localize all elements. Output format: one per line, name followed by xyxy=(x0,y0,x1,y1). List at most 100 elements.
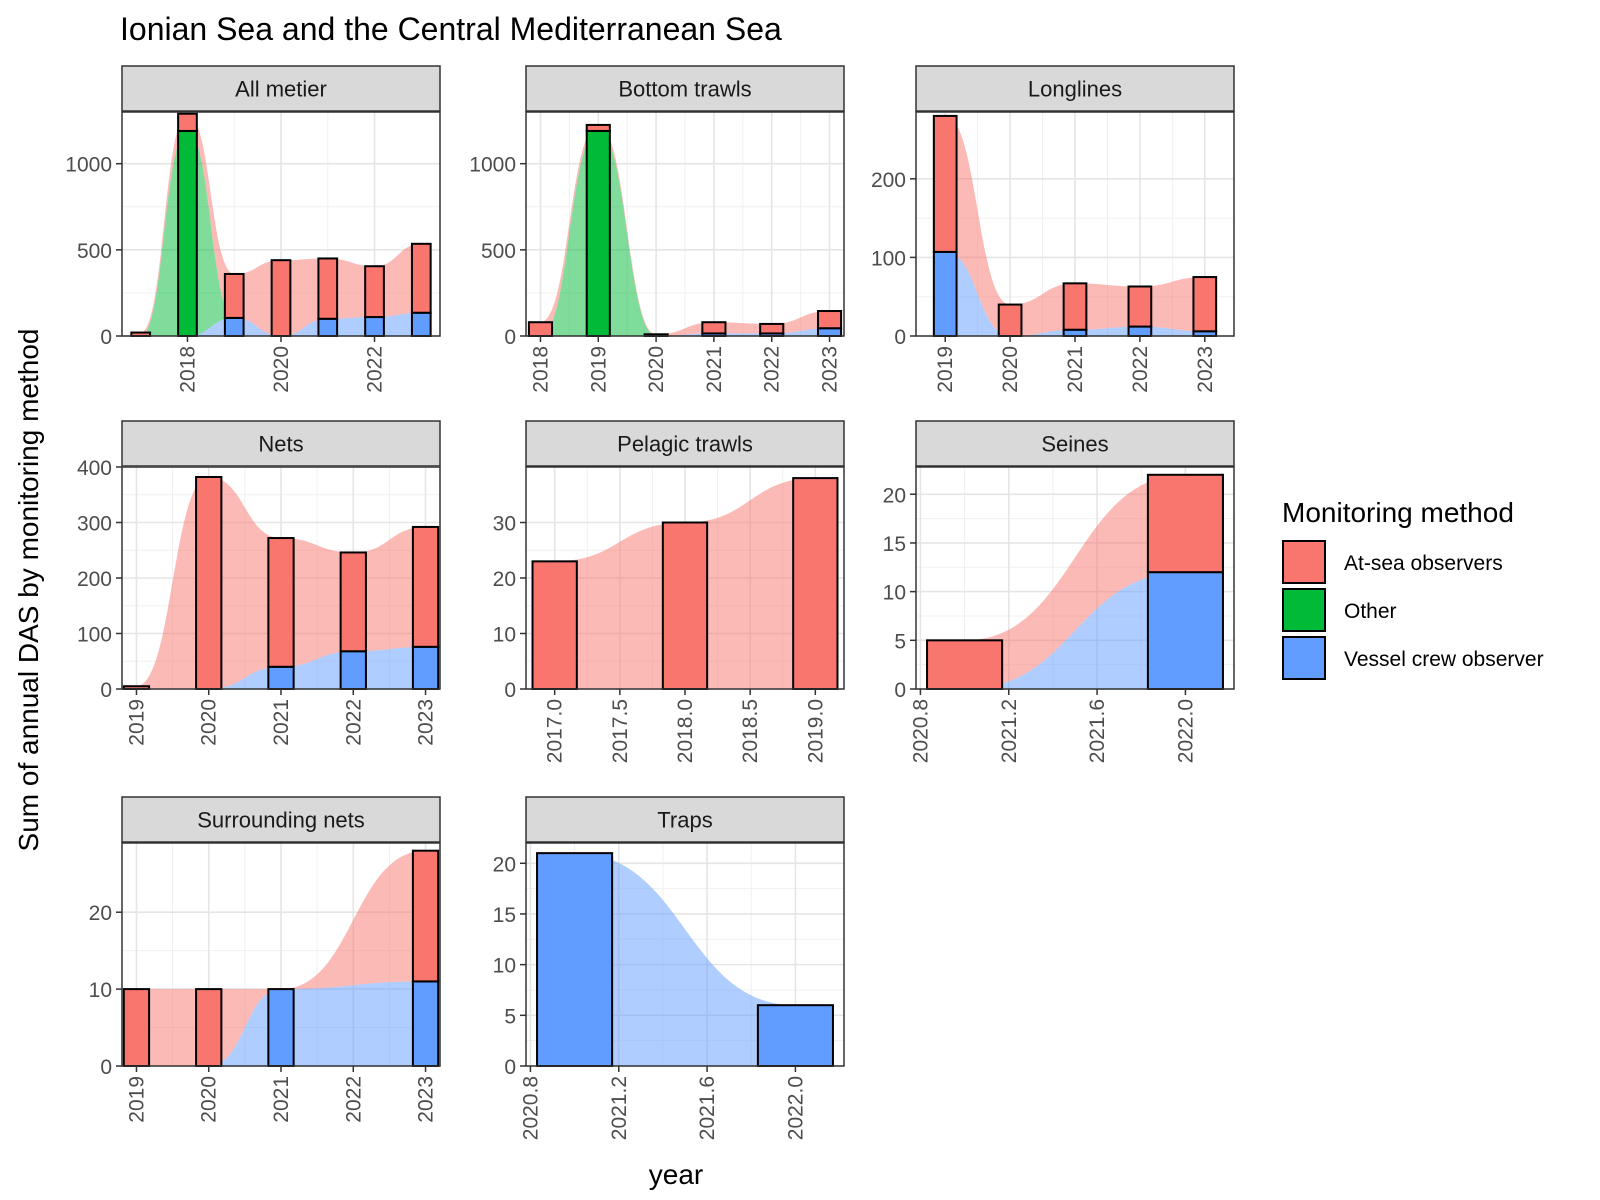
facet-strip-label: Traps xyxy=(657,808,712,833)
y-tick-label: 500 xyxy=(77,240,112,263)
x-tick-label: 2017.0 xyxy=(544,699,567,763)
ribbons xyxy=(964,474,1186,689)
panel-border xyxy=(525,842,845,1067)
x-tick-label: 2020.8 xyxy=(909,699,932,763)
y-tick-label: 0 xyxy=(504,1056,516,1079)
y-axis: 0 100 200 xyxy=(871,169,916,349)
bar-other xyxy=(585,129,611,337)
bar-atsea xyxy=(177,112,198,132)
x-tick-label: 2020.8 xyxy=(519,1076,542,1140)
y-tick-label: 20 xyxy=(493,568,516,591)
gridlines xyxy=(526,112,844,337)
bar-atsea xyxy=(932,114,958,253)
y-tick-label: 10 xyxy=(493,955,516,978)
x-tick-label: 2020 xyxy=(270,346,293,393)
bar-atsea xyxy=(759,322,785,335)
x-tick-label: 2022 xyxy=(1129,346,1152,393)
x-tick-label: 2023 xyxy=(415,699,438,746)
x-axis: 2018 2019 2020 2021 2022 2023 xyxy=(529,336,842,393)
x-tick-label: 2023 xyxy=(415,1076,438,1123)
bar-atsea xyxy=(223,272,245,319)
y-tick-label: 0 xyxy=(504,326,516,349)
y-tick-label: 5 xyxy=(504,1005,516,1028)
y-tick-label: 5 xyxy=(894,630,906,653)
y-tick-label: 400 xyxy=(77,457,112,480)
facet-strip-label: Surrounding nets xyxy=(197,808,365,833)
x-tick-label: 2022 xyxy=(342,1076,365,1123)
y-tick-label: 0 xyxy=(894,679,906,702)
legend-key-vessel xyxy=(1282,636,1326,680)
facet-strip-label: Bottom trawls xyxy=(618,77,751,102)
facet-panel: Seines 0 5 10 15 20 2020.8 2021.2 2021.6 2022.0 xyxy=(883,420,1235,763)
y-axis: 0 5 10 15 20 xyxy=(493,853,526,1079)
bar-atsea xyxy=(317,257,339,320)
x-tick-label: 2021 xyxy=(270,699,293,746)
legend-key-atsea xyxy=(1282,540,1326,584)
x-axis: 2020.8 2021.2 2021.6 2022.0 xyxy=(519,1066,807,1140)
y-axis: 0 5 10 15 20 xyxy=(883,484,916,702)
y-tick-label: 200 xyxy=(77,568,112,591)
bar-atsea xyxy=(1062,282,1088,331)
panel-border xyxy=(525,111,845,337)
x-tick-label: 2022.0 xyxy=(784,1076,807,1140)
bars xyxy=(531,477,839,690)
x-axis: 2017.0 2017.5 2018.0 2018.5 2019.0 xyxy=(544,689,827,763)
y-tick-label: 15 xyxy=(883,533,906,556)
facet-strip-label: Longlines xyxy=(1028,77,1122,102)
ribbon-other xyxy=(140,130,422,336)
y-tick-label: 0 xyxy=(100,1056,112,1079)
y-tick-label: 500 xyxy=(481,240,516,263)
ribbon-atsea xyxy=(964,474,1186,689)
y-axis: 0 10 20 30 xyxy=(493,513,526,702)
ribbon-atsea xyxy=(140,113,422,336)
y-tick-label: 1000 xyxy=(65,154,112,177)
bar-atsea xyxy=(1192,276,1218,333)
y-tick-label: 30 xyxy=(493,513,516,536)
bars xyxy=(122,849,440,1068)
y-tick-label: 10 xyxy=(89,979,112,1002)
x-tick-label: 2022.0 xyxy=(1174,699,1197,763)
bar-atsea xyxy=(270,259,292,337)
y-axis: 0 100 200 300 400 xyxy=(77,457,122,702)
x-axis: 2019 2020 2021 2022 2023 xyxy=(125,689,438,746)
bar-vessel xyxy=(932,250,958,337)
x-tick-label: 2019.0 xyxy=(804,699,827,763)
x-tick-label: 2017.5 xyxy=(609,699,632,763)
bar-vessel xyxy=(1127,325,1153,337)
bar-vessel xyxy=(816,327,843,338)
y-tick-label: 200 xyxy=(871,169,906,192)
x-tick-label: 2023 xyxy=(1194,346,1217,393)
x-tick-label: 2018 xyxy=(529,346,552,393)
bar-atsea xyxy=(661,521,709,690)
bar-atsea xyxy=(411,849,440,983)
x-tick-label: 2021 xyxy=(703,346,726,393)
y-tick-label: 0 xyxy=(894,326,906,349)
x-tick-label: 2021.2 xyxy=(998,699,1021,763)
y-axis: 0 500 1000 xyxy=(469,154,526,349)
facet-panel: Surrounding nets 0 10 20 2019 2020 2021 2022 202… xyxy=(89,796,441,1123)
panel-border xyxy=(915,466,1235,690)
y-axis: 0 10 20 xyxy=(89,902,122,1079)
x-tick-label: 2020 xyxy=(645,346,668,393)
bar-atsea xyxy=(997,303,1023,337)
facet-strip-label: Pelagic trawls xyxy=(617,432,753,457)
bar-atsea xyxy=(585,123,611,132)
bar-atsea xyxy=(792,477,839,690)
bar-vessel xyxy=(411,980,440,1068)
facet-strip-label: Nets xyxy=(258,432,303,457)
ribbon-vessel xyxy=(945,251,1205,336)
y-tick-label: 100 xyxy=(871,247,906,270)
x-axis: 2019 2020 2021 2022 2023 xyxy=(934,336,1217,393)
legend-label-other: Other xyxy=(1344,600,1397,623)
bar-atsea xyxy=(339,551,367,653)
y-tick-label: 20 xyxy=(883,484,906,507)
facet-panel: All metier 0 500 1000 2018 2020 2022 xyxy=(65,65,441,393)
bar-atsea xyxy=(701,321,727,335)
bar-atsea xyxy=(267,537,295,668)
bar-atsea xyxy=(195,988,223,1068)
x-tick-label: 2021 xyxy=(270,1076,293,1123)
ribbons xyxy=(574,853,796,1066)
bar-atsea xyxy=(527,321,554,338)
